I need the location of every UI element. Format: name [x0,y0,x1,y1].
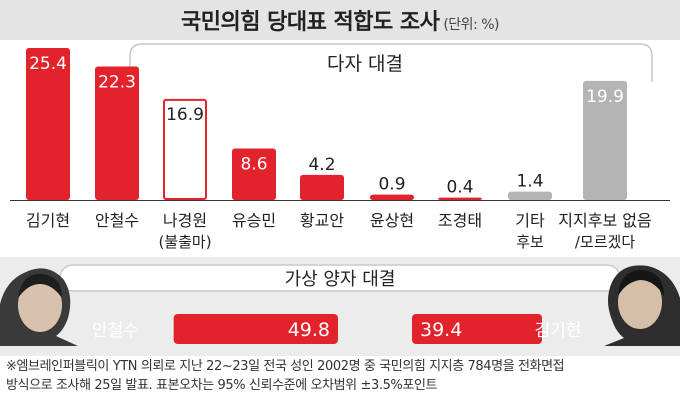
bar [412,314,543,344]
bar [583,80,627,200]
category-label: 기타 [515,211,545,230]
data-label: 25.4 [29,54,67,74]
category-label: 지지후보 없음 [558,211,651,230]
photo-left-hair [18,273,62,298]
photo-right-face [618,275,662,329]
category-label: 안철수 [95,211,139,230]
data-label: 1.4 [516,172,543,192]
data-label: 4.2 [308,155,335,175]
photo-left-face [18,278,62,332]
data-label: 0.9 [378,175,405,195]
bar [232,148,276,200]
chart-title: 국민의힘 당대표 적합도 조사 (단위: %) [0,4,680,36]
footnote-line: ※엠브레인퍼블릭이 YTN 의뢰로 지난 22~23일 전국 성인 2002명 … [6,359,565,374]
bar [95,66,139,200]
unit-label: (단위: %) [443,17,499,33]
chart-title-text: 국민의힘 당대표 적합도 조사 [180,10,440,35]
bar [370,194,414,200]
data-label: 22.3 [98,73,136,93]
title-bar [0,0,680,40]
category-label: 황교안 [300,211,344,230]
category-label: (불출마) [158,233,211,251]
category-label: 후보 [516,233,544,251]
bar-name-label: 안철수 [92,321,139,341]
footnote-line: 방식으로 조사해 25일 발표. 표본오차는 95% 신뢰수준에 오차범위 ±3… [6,378,438,393]
bar [300,174,344,200]
category-label: 김기현 [26,211,70,230]
bar [508,191,552,200]
matchup-title: 가상 양자 대결 [285,269,396,290]
category-label: 윤상현 [370,211,414,230]
footnote: ※엠브레인퍼블릭이 YTN 의뢰로 지난 22~23일 전국 성인 2002명 … [6,357,678,395]
data-label: 19.9 [586,87,624,107]
data-label: 0.4 [446,178,473,198]
title-mask [270,49,460,73]
multi-chart-title: 다자 대결 [327,53,403,75]
bar [163,98,207,200]
data-label: 39.4 [420,319,462,341]
category-label: 나경원 [163,211,207,230]
category-label: 조경태 [438,211,482,230]
bar-name-label: 김기현 [535,321,582,341]
bar [173,314,338,344]
data-label: 8.6 [240,155,267,175]
bar [438,197,482,200]
photo-right-hair [618,270,664,296]
category-label: /모르겠다 [575,233,635,251]
data-label: 16.9 [166,105,204,125]
data-label: 49.8 [288,319,330,341]
bracket-frame [129,43,653,82]
category-label: 유승민 [232,211,276,230]
bar [26,48,70,200]
